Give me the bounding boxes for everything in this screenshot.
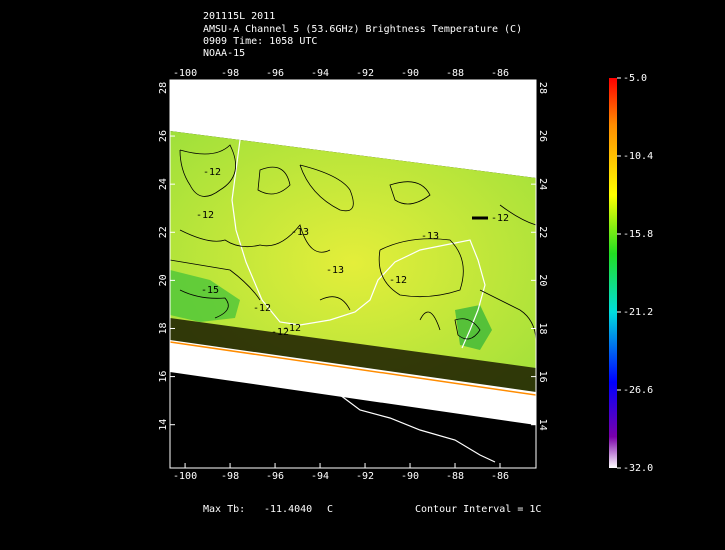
- colorbar-label: -26.6: [623, 385, 653, 396]
- lat-label: 14: [537, 419, 548, 431]
- lat-label: 28: [158, 82, 169, 94]
- noise-band: [170, 318, 536, 395]
- lon-label: -100: [173, 68, 197, 79]
- header-line: AMSU-A Channel 5 (53.6GHz) Brightness Te…: [203, 24, 522, 35]
- contour-label: -12: [491, 213, 509, 224]
- lon-label: -88: [446, 68, 464, 79]
- contour-label: -12: [271, 327, 289, 338]
- map-area: [169, 79, 537, 469]
- lon-label: -86: [491, 471, 509, 482]
- lat-label: 26: [158, 130, 169, 142]
- contour-label: -15: [201, 285, 219, 296]
- missing-band: [170, 340, 536, 425]
- contour-label: -13: [326, 265, 344, 276]
- cold-area: [170, 270, 240, 322]
- contour-label: -12: [253, 303, 271, 314]
- lon-label: -94: [311, 471, 329, 482]
- lat-label: 16: [158, 371, 169, 383]
- lat-label: 20: [158, 274, 169, 286]
- contour-label: -12: [389, 275, 407, 286]
- contour-label: -13: [421, 231, 439, 242]
- header-line: 0909 Time: 1058 UTC: [203, 36, 317, 47]
- swath-edge: [169, 341, 537, 396]
- contour-label: -12: [203, 167, 221, 178]
- lat-label: 18: [158, 322, 169, 334]
- lat-label: 28: [537, 82, 548, 94]
- contours: [169, 144, 537, 341]
- contour-interval: Contour Interval = 1C: [415, 504, 541, 515]
- lat-label: 16: [537, 371, 548, 383]
- header-line: 201115L 2011: [203, 11, 275, 22]
- lon-label: -86: [491, 68, 509, 79]
- contour-label: -13: [291, 227, 309, 238]
- contour-label: -12: [196, 210, 214, 221]
- lon-label: -92: [356, 68, 374, 79]
- colorbar: -5.0 -10.4 -15.8 -21.2 -26.6 -32.0: [609, 73, 653, 474]
- lon-label: -92: [356, 471, 374, 482]
- lon-label: -100: [173, 471, 197, 482]
- header: 201115L 2011 AMSU-A Channel 5 (53.6GHz) …: [203, 11, 522, 59]
- colorbar-label: -5.0: [623, 73, 647, 84]
- colorbar-ramp: [609, 78, 617, 468]
- lat-label: 22: [158, 226, 169, 238]
- header-line: NOAA-15: [203, 48, 245, 59]
- lon-label: -98: [221, 68, 239, 79]
- colorbar-label: -32.0: [623, 463, 653, 474]
- lat-label: 18: [537, 322, 548, 334]
- lon-label: -90: [401, 68, 419, 79]
- lat-label: 24: [537, 178, 548, 190]
- lon-label: -90: [401, 471, 419, 482]
- max-value: -11.4040: [264, 504, 312, 515]
- footer: Max Tb: -11.4040 C Contour Interval = 1C: [203, 504, 541, 515]
- colorbar-label: -15.8: [623, 229, 653, 240]
- lon-label: -96: [266, 68, 284, 79]
- outside-swath: [170, 80, 536, 178]
- lat-label: 20: [537, 274, 548, 286]
- lon-label: -94: [311, 68, 329, 79]
- lon-label: -88: [446, 471, 464, 482]
- lon-label: -98: [221, 471, 239, 482]
- swath: [170, 131, 536, 395]
- colorbar-label: -10.4: [623, 151, 653, 162]
- colorbar-label: -21.2: [623, 307, 653, 318]
- max-label: Max Tb:: [203, 504, 245, 515]
- lat-label: 22: [537, 226, 548, 238]
- coastline: [231, 84, 496, 463]
- lat-label: 26: [537, 130, 548, 142]
- map-frame: [169, 79, 537, 469]
- lon-label: -96: [266, 471, 284, 482]
- lat-label: 14: [158, 419, 169, 431]
- lat-label: 24: [158, 178, 169, 190]
- contour-label: -12: [283, 323, 301, 334]
- max-unit: C: [327, 504, 333, 515]
